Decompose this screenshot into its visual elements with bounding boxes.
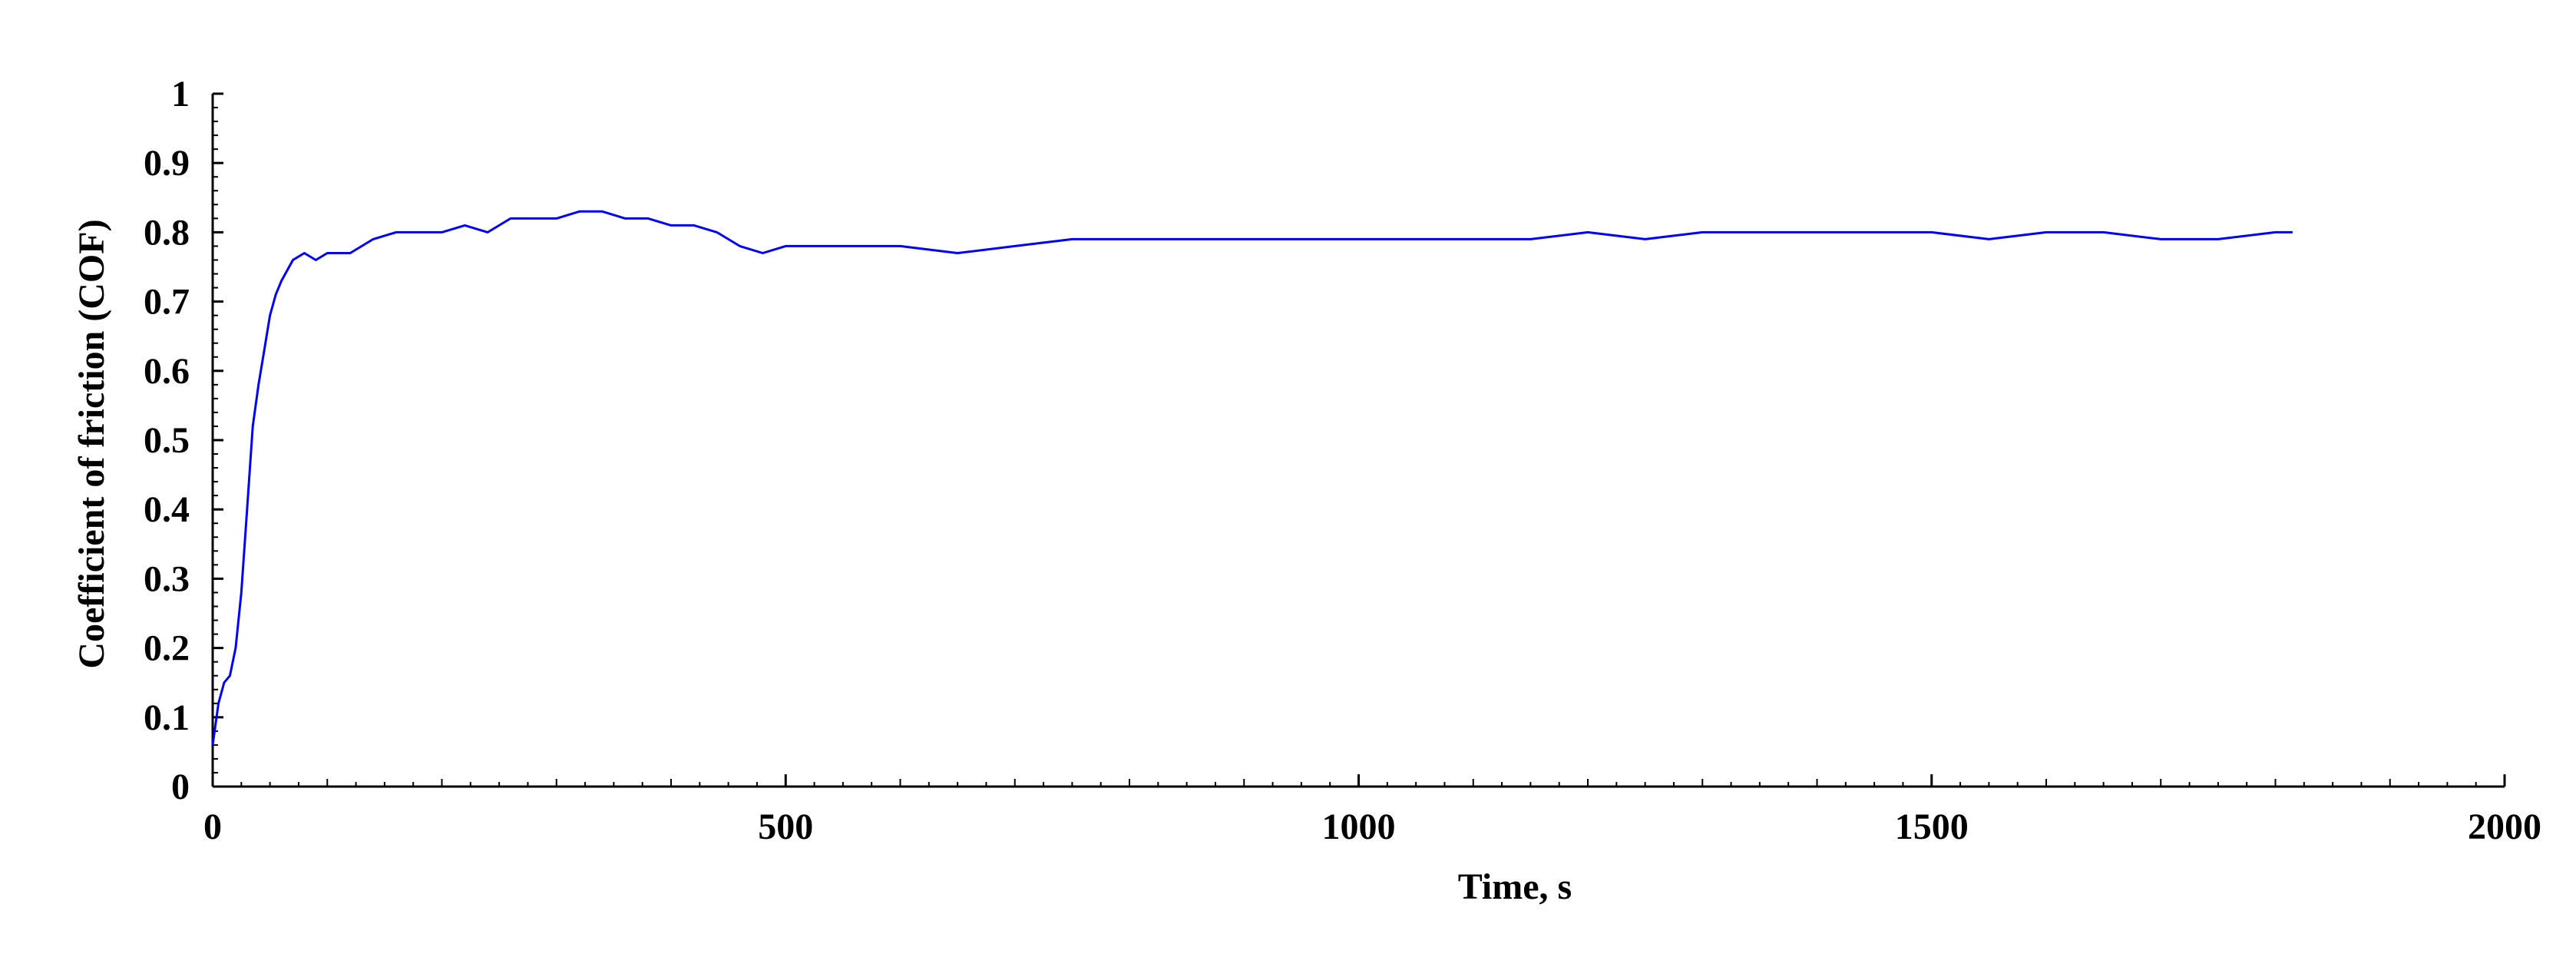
x-tick-label: 1000 (1322, 807, 1396, 847)
y-tick-label: 0.6 (144, 351, 190, 392)
y-tick-label: 0.5 (144, 420, 190, 461)
y-tick-label: 0.2 (144, 628, 190, 669)
y-tick-label: 0.7 (144, 282, 190, 323)
x-axis-title: Time, s (1458, 866, 1572, 907)
x-tick-labels: 0 500 1000 1500 2000 (203, 807, 2541, 847)
x-tick-label: 0 (203, 807, 222, 847)
y-tick-label: 1 (171, 74, 190, 114)
x-axis-ticks (211, 774, 2506, 787)
x-tick-label: 500 (758, 807, 813, 847)
y-tick-label: 0.3 (144, 558, 190, 599)
x-tick-label: 1500 (1895, 807, 1969, 847)
y-tick-label: 0.8 (144, 212, 190, 253)
y-tick-label: 0.1 (144, 697, 190, 738)
x-tick-label: 2000 (2468, 807, 2541, 847)
y-tick-label: 0.9 (144, 143, 190, 184)
y-tick-label: 0 (171, 767, 190, 807)
y-axis-title: Coefficient of friction (COF) (71, 219, 112, 668)
y-tick-label: 0.4 (144, 489, 190, 530)
y-tick-labels: 0 0.1 0.2 0.3 0.4 0.5 0.6 0.7 0.8 0.9 1 (144, 74, 190, 807)
y-axis-ticks (213, 92, 223, 788)
cof-series-line (211, 210, 2293, 746)
